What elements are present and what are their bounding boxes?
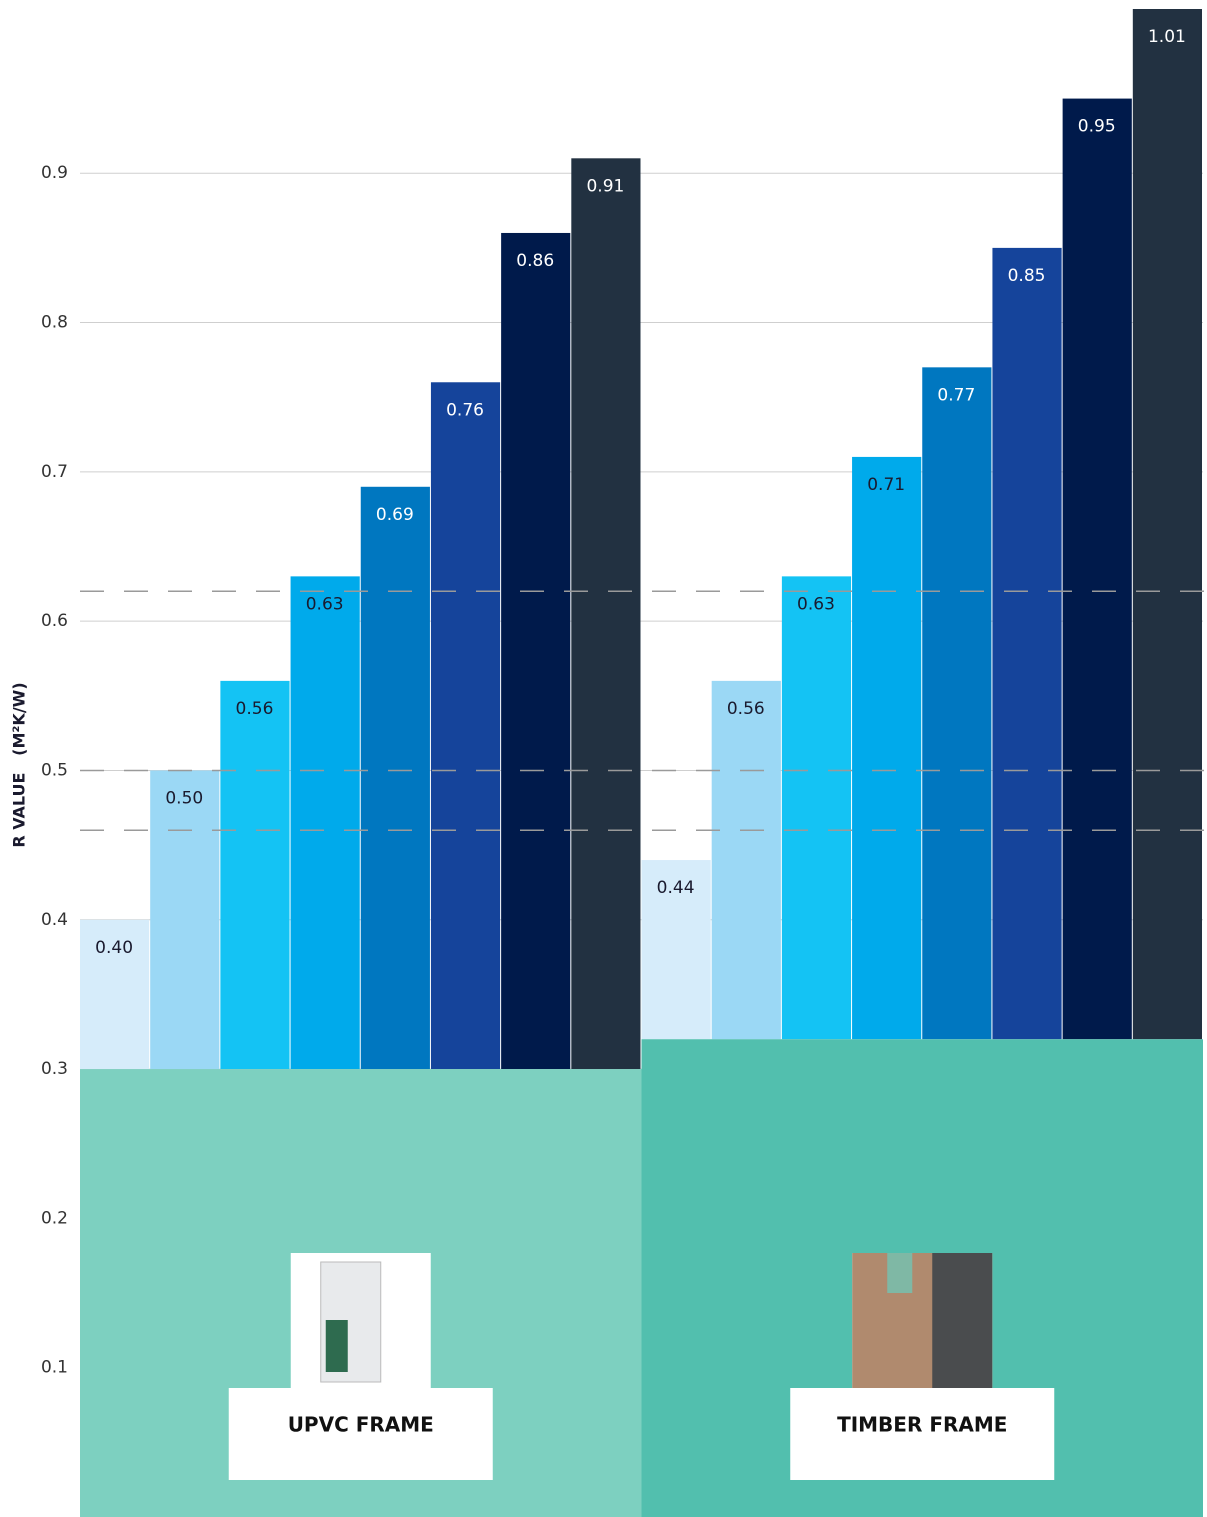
bar — [501, 232, 571, 1070]
bar — [430, 382, 501, 1070]
bar-value-label: 0.76 — [446, 400, 484, 420]
bar-value-label: 0.85 — [1008, 266, 1046, 286]
bar-value-label: 0.77 — [937, 385, 975, 405]
bar — [711, 680, 781, 1040]
bar-value-label: 0.63 — [306, 594, 344, 614]
bar-value-label: 0.50 — [165, 788, 203, 808]
bar — [1132, 9, 1202, 1040]
bar — [150, 770, 220, 1070]
frame-image — [932, 1253, 993, 1393]
y-tick-label: 0.1 — [41, 1358, 68, 1378]
y-axis-title: R VALUE (M²K/W) — [10, 682, 29, 847]
bar — [80, 919, 150, 1070]
frame-label-box — [228, 1388, 493, 1480]
bar-value-label: 0.91 — [586, 176, 624, 196]
bar-value-label: 1.01 — [1148, 27, 1186, 47]
bar — [360, 486, 430, 1070]
bar-value-label: 0.56 — [236, 699, 274, 719]
frame-image — [887, 1253, 913, 1293]
y-tick-label: 0.2 — [41, 1208, 68, 1228]
bar-value-label: 0.71 — [867, 475, 905, 495]
bar-value-label: 0.56 — [727, 699, 765, 719]
frame-image — [325, 1320, 348, 1372]
bar-value-label: 0.95 — [1078, 117, 1116, 137]
y-tick-label: 0.8 — [41, 313, 68, 333]
bar-value-label: 0.86 — [516, 251, 554, 271]
y-tick-label: 0.3 — [41, 1059, 68, 1079]
y-tick-label: 0.9 — [41, 163, 68, 183]
bar — [922, 367, 992, 1040]
frame-label: TIMBER FRAME — [837, 1413, 1007, 1437]
bar — [290, 576, 360, 1070]
bar-value-label: 0.44 — [657, 878, 695, 898]
y-tick-label: 0.6 — [41, 611, 68, 631]
frame-label-box — [790, 1388, 1055, 1480]
y-tick-label: 0.5 — [41, 760, 68, 780]
bar — [781, 576, 852, 1040]
bar-value-label: 0.40 — [95, 938, 133, 958]
bar-value-label: 0.69 — [376, 505, 414, 525]
bar-value-label: 0.63 — [797, 594, 835, 614]
bar — [992, 247, 1062, 1040]
bar — [220, 680, 290, 1070]
bar — [641, 860, 711, 1040]
bar — [571, 158, 641, 1070]
bar — [852, 456, 922, 1040]
frame-label: UPVC FRAME — [288, 1413, 434, 1437]
y-tick-label: 0.7 — [41, 462, 68, 482]
y-tick-label: 0.4 — [41, 910, 68, 930]
bar — [1062, 98, 1132, 1040]
